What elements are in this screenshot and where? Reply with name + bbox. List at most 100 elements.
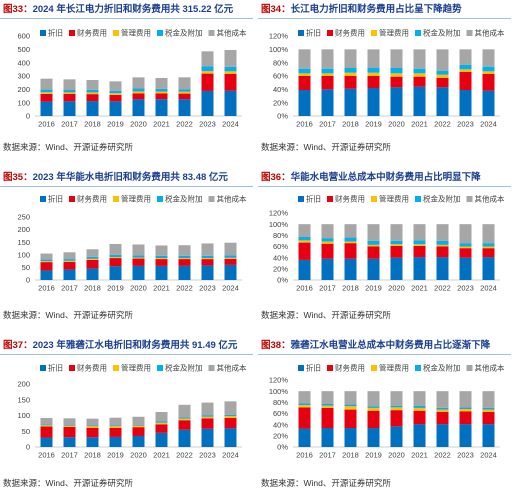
y-tick-label: 100%	[269, 387, 289, 396]
legend-swatch-financial-expense	[69, 196, 75, 202]
y-tick-label: 500	[17, 45, 30, 54]
bar-segment-2019-taxes-surcharges	[367, 240, 380, 245]
legend-swatch-depreciation	[40, 30, 46, 36]
bar-segment-2024-other-cost	[224, 50, 237, 67]
bar-segment-2023-admin-expense	[201, 258, 214, 260]
x-tick-label: 2016	[38, 451, 55, 460]
bar-segment-2022-taxes-surcharges	[178, 417, 191, 419]
x-tick-label: 2019	[365, 284, 382, 293]
legend-label: 其他成本	[217, 194, 247, 204]
figure-label: 图33：	[3, 4, 33, 15]
bar-segment-2022-other-cost	[178, 77, 191, 90]
bar-segment-2017-taxes-surcharges	[321, 404, 334, 406]
bar-segment-2024-depreciation	[224, 264, 237, 280]
bar-segment-2023-admin-expense	[201, 416, 214, 419]
bar-segment-2021-admin-expense	[155, 258, 168, 260]
stacked-bar-chart: 0 50 100 150 200 2016 2017 2018 2019 2020 2021 2022…	[17, 363, 247, 460]
bar-segment-2016-depreciation	[298, 90, 311, 116]
bar-segment-2017-financial-expense	[321, 76, 334, 90]
bar-segment-2021-other-cost	[413, 224, 426, 241]
bar-segment-2024-other-cost	[224, 242, 237, 256]
x-tick-label: 2021	[411, 451, 428, 460]
bar-segment-2019-financial-expense	[367, 76, 380, 88]
legend-label: 税金及附加	[423, 194, 461, 204]
bar-segment-2016-admin-expense	[298, 73, 311, 76]
legend-swatch-other-cost	[466, 365, 473, 371]
y-tick-label: 200	[17, 380, 30, 389]
title-rule	[258, 354, 511, 355]
bar-segment-2023-depreciation	[459, 90, 472, 116]
bar-segment-2019-admin-expense	[367, 244, 380, 247]
bar-segment-2022-other-cost	[178, 245, 191, 256]
y-tick-label: 150	[17, 395, 30, 404]
bar-segment-2024-taxes-surcharges	[482, 407, 495, 410]
legend-label: 税金及附加	[423, 28, 461, 38]
bar-segment-2018-admin-expense	[86, 258, 99, 260]
bar-segment-2024-taxes-surcharges	[482, 66, 495, 72]
x-tick-label: 2019	[107, 284, 124, 293]
bar-segment-2017-admin-expense	[63, 260, 76, 262]
bar-segment-2022-taxes-surcharges	[178, 89, 191, 92]
x-tick-label: 2017	[319, 451, 336, 460]
y-tick-label: 60%	[273, 72, 288, 81]
bar-segment-2021-financial-expense	[155, 424, 168, 433]
bar-segment-2022-taxes-surcharges	[436, 240, 449, 245]
bar-segment-2024-depreciation	[224, 428, 237, 447]
bar-segment-2021-other-cost	[155, 78, 168, 89]
legend-label: 管理费用	[379, 194, 409, 204]
legend-label: 其他成本	[475, 194, 505, 204]
bar-segment-2024-financial-expense	[482, 248, 495, 258]
bar-segment-2020-other-cost	[390, 391, 403, 406]
bar-segment-2019-financial-expense	[109, 94, 122, 102]
bar-segment-2020-financial-expense	[390, 410, 403, 427]
bar-segment-2023-depreciation	[201, 265, 214, 280]
bar-segment-2019-taxes-surcharges	[109, 254, 122, 258]
legend-swatch-admin-expense	[113, 365, 119, 371]
bar-segment-2023-taxes-surcharges	[459, 64, 472, 70]
legend-label: 税金及附加	[423, 363, 461, 373]
y-tick-label: 80%	[273, 231, 288, 240]
bar-segment-2024-depreciation	[482, 424, 495, 447]
bar-segment-2017-admin-expense	[63, 425, 76, 427]
bar-segment-2019-taxes-surcharges	[109, 90, 122, 94]
figure-panel-33: 图33：2024 年长江电力折旧和财务费用共 315.22 亿元 0 100 200…	[0, 0, 255, 166]
bar-segment-2018-depreciation	[344, 258, 357, 280]
stacked-bar-chart: 0 50 100 150 200 250 2016 2017 2018 2019 2020 2021 2…	[17, 194, 247, 293]
legend-swatch-admin-expense	[371, 30, 377, 36]
bar-segment-2021-taxes-surcharges	[413, 405, 426, 408]
bar-segment-2023-admin-expense	[459, 246, 472, 249]
figure-title: 图35：2023 年华能水电折旧和财务费用共 83.48 亿元	[3, 171, 253, 185]
x-tick-label: 2020	[388, 451, 405, 460]
bar-segment-2016-financial-expense	[40, 426, 53, 438]
legend-label: 管理费用	[379, 28, 409, 38]
legend-label: 管理费用	[121, 363, 151, 373]
x-tick-label: 2019	[107, 451, 124, 460]
bar-segment-2023-taxes-surcharges	[459, 407, 472, 410]
bar-segment-2021-other-cost	[155, 245, 168, 256]
bar-segment-2019-admin-expense	[109, 257, 122, 259]
bar-segment-2018-depreciation	[86, 268, 99, 280]
bar-segment-2024-admin-expense	[482, 409, 495, 412]
bar-segment-2018-depreciation	[344, 88, 357, 116]
stacked-bar-chart: 0 100 200 300 400 500 600 2016 2017 2018 2019 2020 2…	[17, 28, 247, 129]
bar-segment-2017-depreciation	[63, 101, 76, 116]
bar-segment-2018-taxes-surcharges	[86, 256, 99, 259]
legend-swatch-depreciation	[298, 196, 304, 202]
x-tick-label: 2022	[434, 451, 451, 460]
x-tick-label: 2024	[222, 284, 239, 293]
bar-segment-2017-other-cost	[63, 252, 76, 260]
bar-segment-2021-other-cost	[155, 412, 168, 422]
bar-segment-2016-other-cost	[40, 418, 53, 425]
bar-segment-2022-other-cost	[178, 404, 191, 418]
bar-segment-2016-financial-expense	[40, 262, 53, 271]
legend-label: 折旧	[48, 194, 63, 204]
y-tick-label: 0	[26, 112, 30, 121]
y-tick-label: 120%	[269, 376, 289, 385]
bar-segment-2020-other-cost	[132, 244, 145, 256]
x-tick-label: 2019	[107, 120, 124, 129]
bar-segment-2023-admin-expense	[459, 409, 472, 412]
bar-segment-2024-admin-expense	[224, 257, 237, 259]
bar-segment-2021-taxes-surcharges	[413, 240, 426, 245]
bar-segment-2016-taxes-surcharges	[298, 403, 311, 406]
figure-title: 图36：华能水电营业总成本中财务费用占比明显下降	[261, 171, 511, 185]
